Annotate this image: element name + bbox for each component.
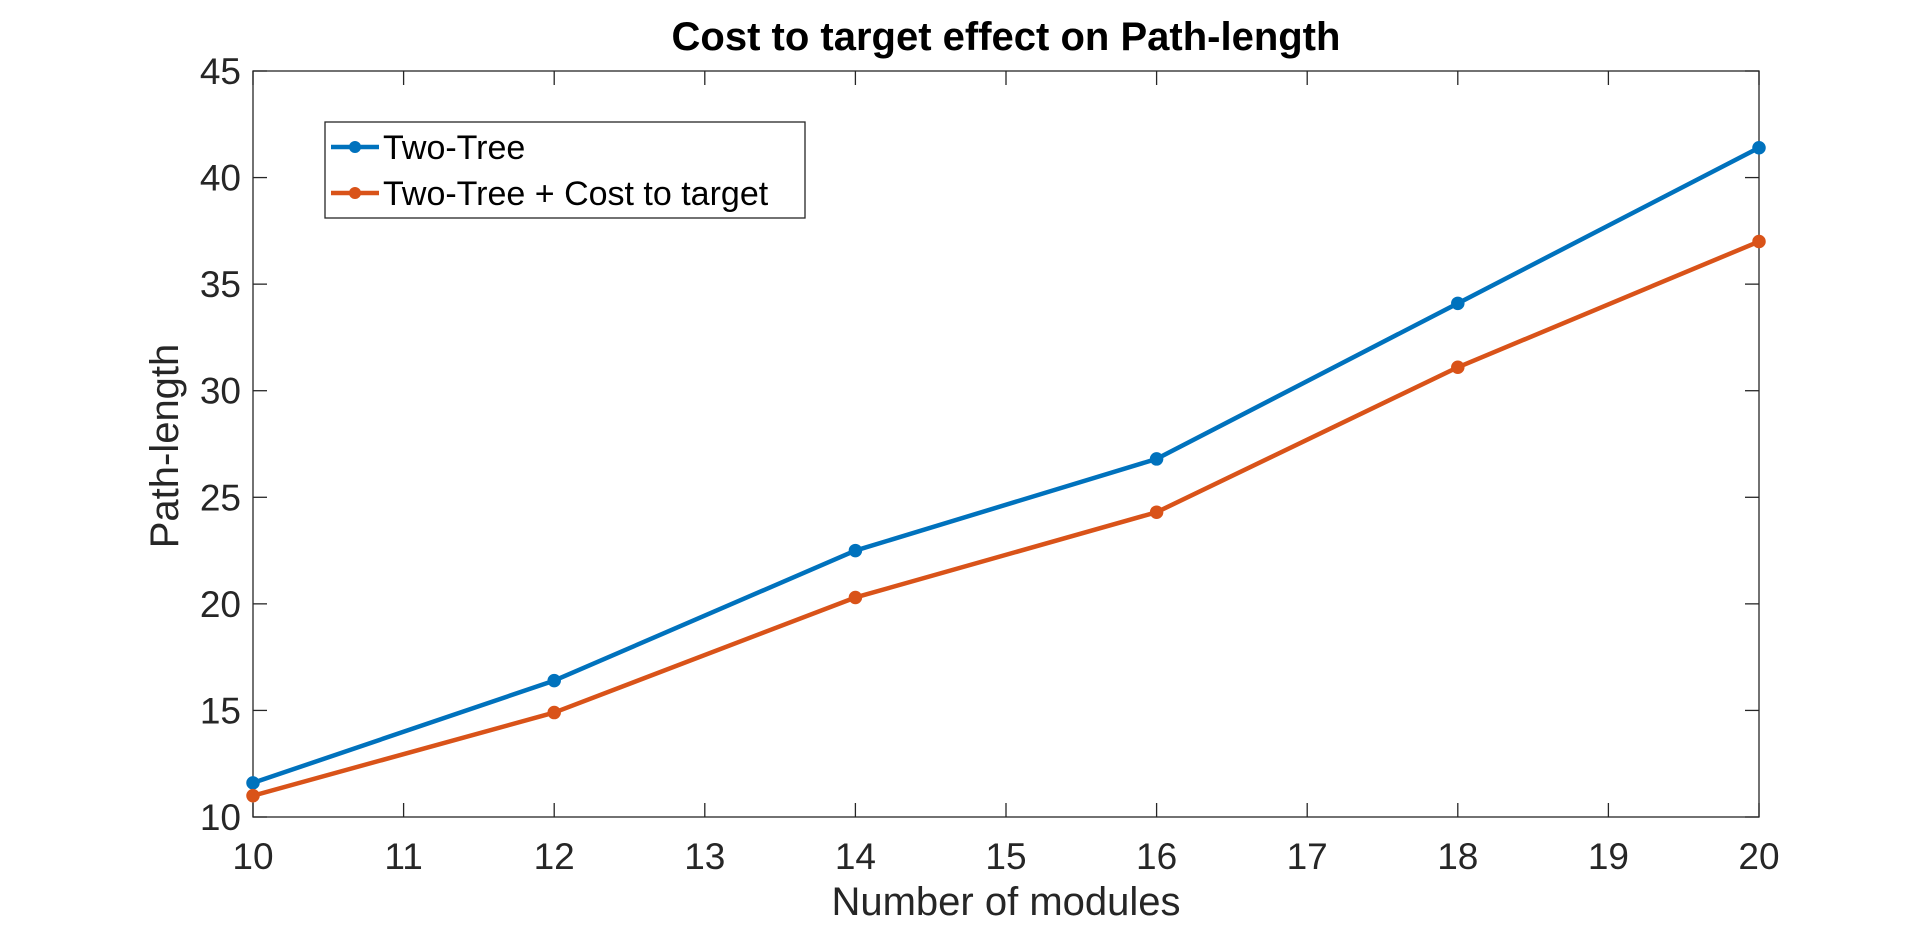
- x-tick-label: 17: [1287, 836, 1328, 877]
- data-point: [848, 543, 863, 558]
- data-point: [547, 705, 561, 720]
- y-tick-label: 10: [200, 797, 241, 838]
- legend-marker: [349, 141, 361, 153]
- y-tick-label: 15: [200, 690, 241, 731]
- data-point: [1752, 140, 1766, 155]
- y-tick-label: 45: [200, 51, 241, 92]
- x-tick-label: 13: [684, 836, 725, 877]
- y-tick-label: 35: [200, 264, 241, 305]
- series-2: [246, 234, 1766, 803]
- data-point: [1149, 505, 1164, 519]
- x-tick-label: 14: [835, 836, 876, 877]
- y-tick-label: 30: [200, 371, 241, 412]
- legend-box: [324, 121, 806, 219]
- data-point: [246, 776, 260, 790]
- y-tick-label: 20: [200, 584, 241, 625]
- data-point: [1752, 234, 1766, 249]
- x-axis-label: Number of modules: [831, 880, 1180, 924]
- x-tick-label: 20: [1738, 836, 1779, 877]
- x-tick-label: 12: [534, 836, 575, 877]
- x-tick-label: 18: [1437, 836, 1478, 877]
- data-point: [1451, 360, 1465, 375]
- data-point: [1451, 296, 1465, 311]
- legend-item[interactable]: Two-Tree: [331, 129, 525, 167]
- y-tick-label: 40: [200, 158, 241, 199]
- data-point: [547, 673, 561, 688]
- x-tick-label: 16: [1136, 836, 1177, 877]
- x-tick-label: 15: [985, 836, 1026, 877]
- series-1: [246, 140, 1766, 790]
- data-point: [1149, 452, 1164, 466]
- x-tick-label: 19: [1588, 836, 1629, 877]
- y-tick-label: 25: [200, 477, 241, 518]
- chart-title: Cost to target effect on Path-length: [672, 15, 1341, 59]
- data-point: [848, 590, 863, 605]
- legend[interactable]: Two-Tree Two-Tree + Cost to target: [324, 121, 806, 219]
- data-point: [246, 788, 260, 803]
- data-series: [246, 140, 1766, 803]
- y-axis-label: Path-length: [143, 344, 187, 549]
- axis-ticks: 10 11 12 13 14 15 16 17 18 19 20 10 15 20 25 30 35 40 45: [200, 51, 1780, 877]
- legend-item[interactable]: Two-Tree + Cost to target: [331, 175, 769, 213]
- legend-marker: [349, 187, 361, 199]
- x-tick-label: 10: [232, 836, 273, 877]
- legend-label: Two-Tree + Cost to target: [383, 175, 769, 213]
- legend-label: Two-Tree: [383, 129, 525, 167]
- series-line: [252, 239, 1760, 798]
- series-line: [252, 145, 1761, 786]
- x-tick-label: 11: [384, 836, 422, 877]
